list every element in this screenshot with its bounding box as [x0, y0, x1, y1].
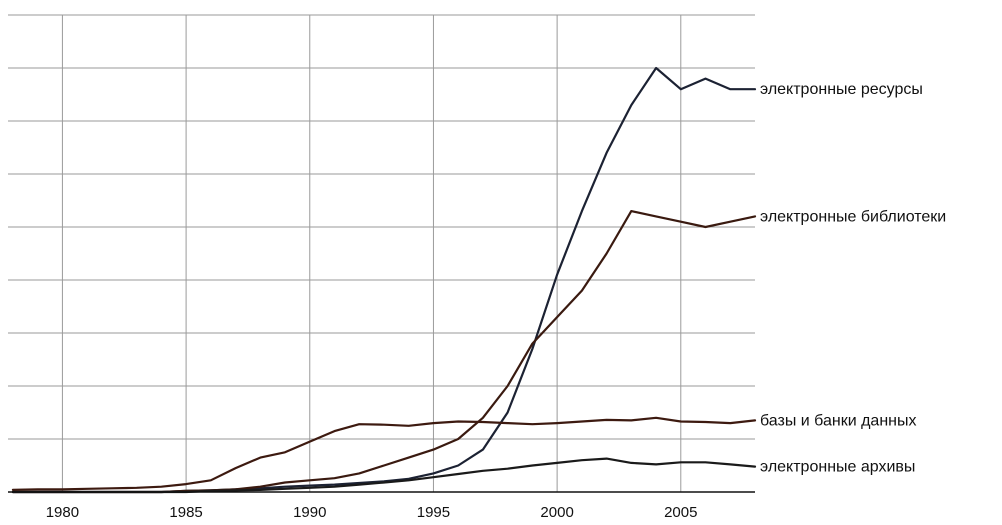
x-tick-label-1990: 1990	[293, 504, 326, 521]
x-tick-label-2000: 2000	[540, 504, 573, 521]
x-tick-label-1980: 1980	[46, 504, 79, 521]
series-label-databases: базы и банки данных	[760, 412, 917, 429]
x-tick-labels: 1980 1985 1990 1995 2000 2005	[46, 504, 698, 521]
x-tick-label-2005: 2005	[664, 504, 697, 521]
series-labels: электронные ресурсы электронные библиотек…	[760, 81, 946, 475]
series-label-libraries: электронные библиотеки	[760, 208, 946, 225]
series-label-resources: электронные ресурсы	[760, 81, 923, 98]
series-line-libraries	[11, 210, 757, 494]
x-tick-label-1985: 1985	[169, 504, 202, 521]
series-label-archives: электронные архивы	[760, 459, 915, 476]
series-line-databases	[11, 416, 757, 491]
grid	[8, 14, 755, 492]
x-tick-label-1995: 1995	[417, 504, 450, 521]
